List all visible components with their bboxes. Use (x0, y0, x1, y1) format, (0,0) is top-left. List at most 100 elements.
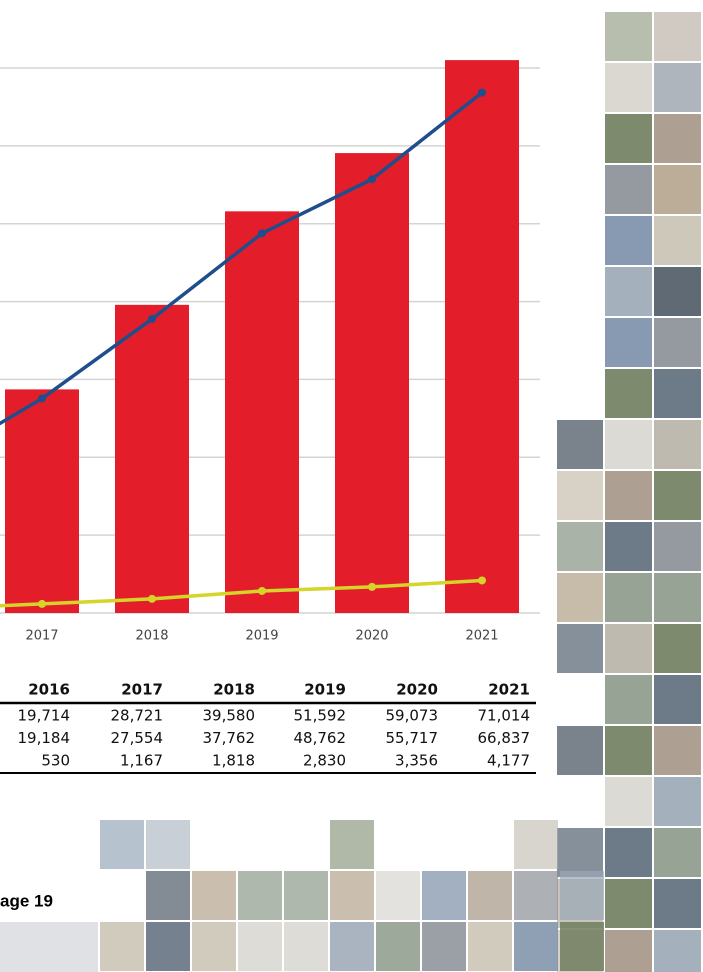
table-cell: 3,356 (395, 752, 438, 770)
photo-tile (654, 879, 701, 928)
photo-tile (605, 165, 652, 214)
bar (335, 153, 409, 613)
bar (115, 304, 189, 613)
photo-tile (557, 573, 603, 622)
photo-tile (330, 820, 374, 869)
photo-tile (376, 922, 420, 971)
photo-tile (605, 12, 652, 61)
photo-tile (654, 828, 701, 877)
table-cell: 39,580 (203, 707, 256, 725)
photo-tile (0, 922, 98, 972)
x-tick-label: 2018 (135, 629, 168, 644)
photo-tile (557, 726, 603, 775)
bar (5, 389, 79, 613)
table-cell: 37,762 (203, 729, 256, 747)
photo-tile (100, 820, 144, 869)
photo-tile (654, 12, 701, 61)
x-tick-label: 2021 (465, 629, 498, 644)
line (0, 578, 483, 608)
x-tick-label: 2017 (25, 629, 58, 644)
photo-tile (605, 267, 652, 316)
photo-tile (560, 871, 604, 920)
photo-tile (557, 471, 603, 520)
table-cell: 51,592 (294, 707, 347, 725)
photo-tile (654, 675, 701, 724)
line-marker (148, 314, 156, 323)
photo-tile (560, 922, 604, 971)
photo-tile (654, 369, 701, 418)
photo-tile (605, 369, 652, 418)
photo-tile (605, 318, 652, 367)
photo-tile (654, 726, 701, 775)
photo-tile (605, 930, 652, 972)
photo-tile (654, 216, 701, 265)
photo-tile (654, 522, 701, 571)
photo-tile (192, 871, 236, 920)
table-cell: 71,014 (478, 707, 531, 725)
table-cell: 1,818 (212, 752, 255, 770)
table-cell: 28,721 (111, 707, 164, 725)
line-marker (38, 599, 46, 608)
photo-tile (146, 820, 190, 869)
line-marker (368, 175, 376, 184)
photo-tile (422, 922, 466, 971)
line-marker (148, 594, 156, 603)
photo-tile (468, 871, 512, 920)
photo-tile (605, 216, 652, 265)
table-cell: 48,762 (294, 729, 347, 747)
line (0, 91, 484, 426)
photo-tile (605, 573, 652, 622)
photo-tile (605, 879, 652, 928)
table-cell: 1,167 (120, 752, 163, 770)
table-cell: 19,184 (18, 729, 71, 747)
photo-tile (605, 522, 652, 571)
bar (225, 211, 299, 613)
photo-tile (605, 420, 652, 469)
photo-tile (605, 675, 652, 724)
table-header: 2016 (28, 681, 70, 699)
table-cell: 55,717 (386, 729, 439, 747)
photo-tile (514, 871, 558, 920)
photo-tile (654, 63, 701, 112)
photo-tile (654, 777, 701, 826)
photo-tile (376, 871, 420, 920)
photo-tile (468, 922, 512, 971)
photo-tile (514, 922, 558, 971)
photo-tile (605, 777, 652, 826)
photo-tile (238, 871, 282, 920)
table-cell: 4,177 (487, 752, 530, 770)
photo-tile (330, 871, 374, 920)
table-cell: 66,837 (478, 729, 531, 747)
photo-mosaic (0, 12, 701, 972)
table-cell: 530 (41, 752, 70, 770)
photo-tile (557, 420, 603, 469)
photo-tile (654, 624, 701, 673)
x-tick-label: 2019 (245, 629, 278, 644)
x-tick-label: 2020 (355, 629, 388, 644)
page-number: age 19 (0, 891, 53, 910)
line-marker (258, 229, 266, 238)
photo-tile (557, 828, 603, 877)
photo-tile (422, 871, 466, 920)
table-cell: 2,830 (303, 752, 346, 770)
photo-tile (557, 522, 603, 571)
table-header: 2018 (213, 681, 255, 699)
photo-tile (557, 624, 603, 673)
photo-tile (146, 922, 190, 971)
photo-tile (654, 318, 701, 367)
photo-tile (654, 930, 701, 972)
photo-tile (284, 922, 328, 971)
table-cell: 27,554 (111, 729, 164, 747)
table-cell: 59,073 (386, 707, 439, 725)
photo-tile (100, 922, 144, 971)
table-header: 2019 (304, 681, 346, 699)
photo-tile (605, 471, 652, 520)
table-header: 2017 (121, 681, 163, 699)
photo-tile (192, 922, 236, 971)
line-marker (478, 576, 486, 585)
photo-tile (605, 828, 652, 877)
photo-tile (330, 922, 374, 971)
photo-tile (654, 267, 701, 316)
photo-tile (238, 922, 282, 971)
